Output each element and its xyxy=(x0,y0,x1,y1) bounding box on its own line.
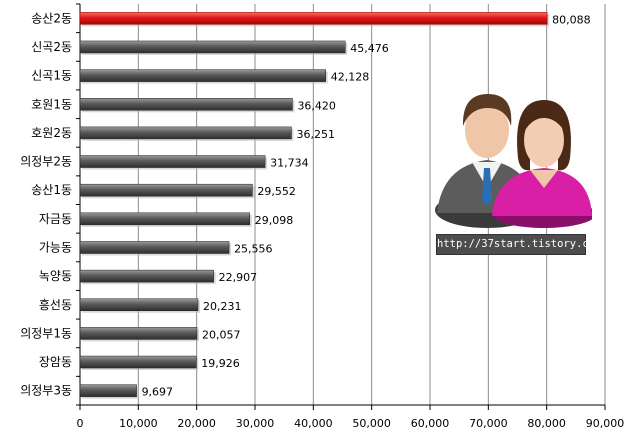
bar xyxy=(79,12,548,25)
bar xyxy=(79,126,292,140)
x-tick-label: 30,000 xyxy=(236,417,275,430)
value-label: 20,057 xyxy=(202,328,241,341)
category-label: 송산1동 xyxy=(31,183,72,197)
category-label: 호원1동 xyxy=(31,97,72,111)
x-tick-label: 60,000 xyxy=(411,417,450,430)
category-label: 장암동 xyxy=(39,355,72,369)
watermark-url: http://37start.tistory.com xyxy=(436,234,601,255)
bar xyxy=(79,384,137,397)
value-label: 9,697 xyxy=(142,386,174,399)
value-label: 36,420 xyxy=(297,99,336,112)
bar xyxy=(79,212,250,226)
category-label: 의정부3동 xyxy=(20,384,72,398)
x-tick-label: 40,000 xyxy=(294,417,333,430)
x-tick-label: 70,000 xyxy=(469,417,508,430)
category-label: 가능동 xyxy=(39,240,72,254)
value-label: 42,128 xyxy=(331,71,370,84)
bar xyxy=(79,327,198,340)
people-icon xyxy=(432,88,596,228)
bars xyxy=(79,12,550,399)
value-label: 45,476 xyxy=(350,42,389,55)
category-label: 호원2동 xyxy=(31,126,72,140)
category-label: 자금동 xyxy=(39,212,72,226)
category-label: 의정부1동 xyxy=(20,326,72,340)
category-label: 녹양동 xyxy=(39,269,72,283)
x-tick-label: 0 xyxy=(77,417,84,430)
bar xyxy=(79,40,346,54)
bar xyxy=(79,98,293,111)
x-tick-label: 50,000 xyxy=(352,417,391,430)
bar xyxy=(79,155,266,168)
bar xyxy=(79,241,230,254)
value-label: 29,098 xyxy=(255,214,294,227)
category-label: 신곡1동 xyxy=(31,69,72,83)
x-tick-label: 20,000 xyxy=(177,417,216,430)
value-label: 22,907 xyxy=(219,271,257,284)
value-label: 20,231 xyxy=(203,300,242,313)
category-label: 신곡2동 xyxy=(31,40,72,54)
category-label: 의정부2동 xyxy=(20,155,72,169)
category-label: 송산2동 xyxy=(31,11,72,25)
value-label: 80,088 xyxy=(552,13,591,26)
category-label: 흥선동 xyxy=(39,298,72,312)
x-axis: 0 10,000 20,000 30,000 40,000 50,000 60,000 70,… xyxy=(77,404,625,430)
x-tick-label: 10,000 xyxy=(119,417,158,430)
bar xyxy=(79,298,199,311)
bar xyxy=(79,69,326,82)
value-label: 36,251 xyxy=(296,128,335,141)
bar xyxy=(79,355,197,369)
x-tick-label: 90,000 xyxy=(586,417,625,430)
value-label: 19,926 xyxy=(201,357,240,370)
value-label: 29,552 xyxy=(257,185,296,198)
bar xyxy=(79,269,214,283)
value-label: 31,734 xyxy=(270,157,309,170)
x-tick-label: 80,000 xyxy=(527,417,566,430)
bar xyxy=(79,183,253,197)
value-label: 25,556 xyxy=(234,242,273,255)
labels: 송산2동 80,088 신곡2동 45,476 신곡1동 42,128 호원1동 36,420… xyxy=(20,11,590,398)
